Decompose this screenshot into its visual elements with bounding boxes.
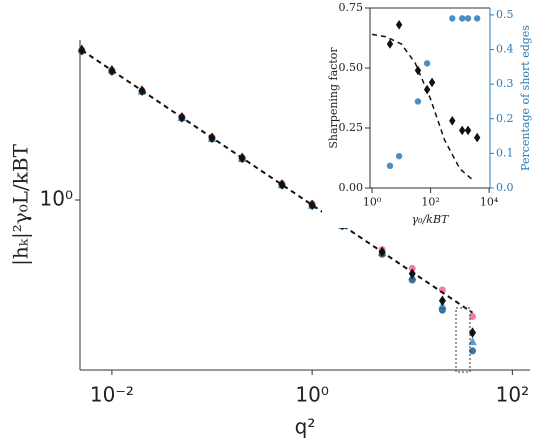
point xyxy=(395,152,403,160)
x-tick-label: 10² xyxy=(496,383,529,407)
y2-tick-label: 0.0 xyxy=(496,181,514,194)
y-tick-label: 0.75 xyxy=(339,1,364,14)
point xyxy=(414,98,422,105)
x-tick-label: 10⁴ xyxy=(480,195,499,208)
point xyxy=(386,162,394,170)
point xyxy=(469,347,477,355)
point xyxy=(458,125,466,136)
fit-line xyxy=(371,33,475,182)
y2-tick-label: 0.3 xyxy=(496,77,514,90)
y-tick-label: 0.50 xyxy=(339,61,364,74)
x-tick-label: 10² xyxy=(421,195,439,208)
point xyxy=(473,15,481,22)
point xyxy=(278,179,286,190)
y2-tick-label: 0.2 xyxy=(496,112,514,125)
x-axis-label: q² xyxy=(295,415,316,439)
point xyxy=(423,60,431,67)
x-tick-label: 10⁻² xyxy=(90,383,134,407)
y2-tick-label: 0.5 xyxy=(496,8,514,21)
y-tick-label: 10⁰ xyxy=(40,187,73,211)
y-tick-label: 0.00 xyxy=(339,181,364,194)
point xyxy=(458,15,466,22)
y-tick-label: 0.25 xyxy=(339,121,364,134)
point xyxy=(408,276,416,284)
x-tick-label: 10⁰ xyxy=(363,195,382,208)
x-tick-label: 10⁰ xyxy=(295,383,328,407)
point xyxy=(438,295,446,307)
point xyxy=(438,306,446,314)
point xyxy=(449,15,456,22)
point xyxy=(473,132,481,143)
y2-tick-label: 0.1 xyxy=(496,146,514,159)
x-axis-label: γ₀/kBT xyxy=(412,213,450,226)
point xyxy=(469,312,477,320)
point xyxy=(408,264,416,272)
inset-plot: 10⁰ 10² 10⁴ 0.00 0.25 0.50 0.75 0.0 0.1 0.2 0.3 0.4… xyxy=(327,1,532,226)
point xyxy=(395,20,403,30)
point xyxy=(386,39,394,49)
inset-background xyxy=(322,0,538,228)
point xyxy=(308,199,316,211)
point xyxy=(449,116,456,126)
fit-line xyxy=(81,49,474,314)
point xyxy=(428,77,436,88)
zoom-box xyxy=(455,307,471,373)
y2-axis-label: Percentage of short edges xyxy=(519,25,532,171)
y-axis-label: |hₖ|²γ₀L/kBT xyxy=(9,143,34,265)
main-plot: 10⁻² 10⁰ 10² 10⁰ q² |hₖ|²γ₀L/kBT xyxy=(9,40,530,439)
y-axis-label: Sharpening factor xyxy=(327,47,340,149)
y2-tick-label: 0.4 xyxy=(496,43,514,56)
point xyxy=(464,125,472,136)
point xyxy=(464,15,472,22)
point xyxy=(469,327,477,338)
